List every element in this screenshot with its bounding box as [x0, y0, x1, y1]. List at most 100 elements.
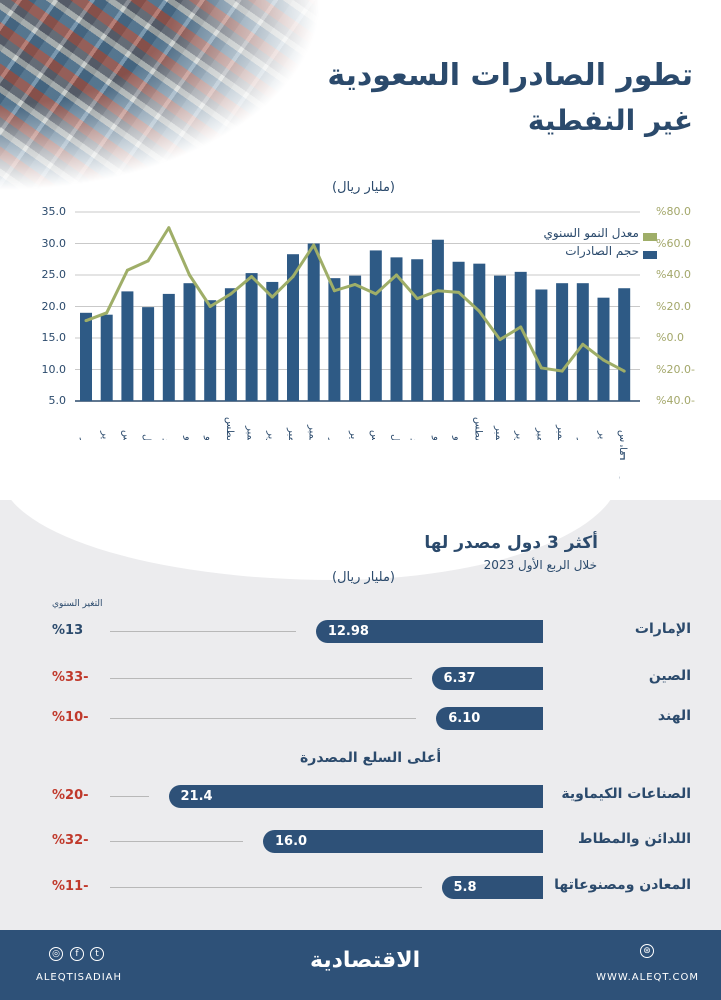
- bar: [349, 275, 362, 401]
- growth-point: [188, 273, 191, 277]
- growth-point: [622, 369, 626, 373]
- month-label: ديسمبر: [555, 405, 566, 455]
- category-label: اللدائن والمطاط: [578, 831, 691, 847]
- category-label: الهند: [657, 708, 691, 724]
- y-tick-left: 15.0: [41, 331, 67, 344]
- bar: [411, 259, 424, 401]
- growth-point: [229, 292, 233, 296]
- bar: [287, 254, 299, 401]
- growth-point: [395, 273, 398, 277]
- bar: [618, 288, 631, 401]
- chart-unit: (مليار ريال): [332, 180, 396, 195]
- y-tick-left: 35.0: [41, 205, 67, 218]
- countries-unit: (مليار ريال): [332, 570, 396, 585]
- change-value: %32-: [52, 833, 89, 848]
- page-subtitle: غير النفطية: [527, 104, 693, 137]
- growth-point: [270, 295, 274, 299]
- change-value: %20-: [52, 788, 89, 803]
- y-tick-left: 25.0: [41, 268, 67, 281]
- value-bar: 6.37: [431, 667, 543, 690]
- y-tick-left: 20.0: [41, 299, 67, 313]
- bar: [266, 281, 279, 401]
- instagram-icon[interactable]: ◎: [49, 947, 63, 961]
- bar: [597, 297, 610, 401]
- bar: [162, 293, 175, 401]
- bar: [121, 291, 134, 401]
- y-tick-right: %60.0: [656, 236, 691, 250]
- page-title: تطور الصادرات السعودية: [327, 58, 693, 93]
- growth-point: [291, 275, 295, 279]
- change-value: %11-: [52, 879, 89, 894]
- y-tick-right: %0.0: [656, 331, 684, 344]
- countries-title: أكثر 3 دول مصدر لها: [424, 533, 598, 553]
- category-label: الصناعات الكيماوية: [561, 786, 691, 802]
- leader-line: [110, 796, 149, 797]
- change-value: %13: [52, 623, 84, 638]
- bar: [473, 263, 486, 401]
- bar: [514, 271, 527, 401]
- y-tick-left: 10.0: [41, 362, 67, 376]
- globe-icon: ⊛: [640, 944, 654, 958]
- value-bar: 21.4: [168, 785, 543, 808]
- footer: ◎ f t ALEQTISADIAH الاقتصادية ⊛ WWW.ALEQ…: [0, 930, 721, 1000]
- growth-point: [167, 226, 171, 230]
- leader-line: [110, 887, 422, 888]
- bar: [576, 283, 589, 401]
- facebook-icon[interactable]: f: [70, 947, 84, 961]
- month-label: ديسمبر: [307, 405, 318, 455]
- growth-point: [415, 297, 419, 301]
- change-value: %33-: [52, 670, 89, 685]
- twitter-icon[interactable]: t: [90, 947, 104, 961]
- growth-point: [84, 319, 88, 323]
- category-label: الإمارات: [634, 621, 691, 637]
- bar: [224, 288, 237, 401]
- bar: [142, 307, 155, 401]
- legend-swatch-exports: [643, 251, 657, 259]
- leader-line: [110, 718, 417, 719]
- value-bar: 5.8: [441, 876, 543, 899]
- commodities-title: أعلى السلع المصدرة: [300, 750, 442, 766]
- bar: [328, 278, 341, 401]
- bar: [452, 261, 465, 401]
- bar: [245, 273, 258, 401]
- growth-point: [374, 292, 378, 296]
- growth-point: [560, 369, 564, 373]
- growth-point: [602, 358, 605, 362]
- exports-chart-svg: [75, 211, 640, 466]
- category-label: المعادن ومصنوعاتها: [554, 877, 691, 893]
- bar: [556, 283, 569, 401]
- legend-exports: حجم الصادرات: [565, 244, 639, 258]
- y-tick-left: 5.0: [48, 394, 67, 407]
- growth-point: [208, 305, 212, 308]
- bar: [183, 283, 196, 401]
- y-tick-left: 30.0: [41, 236, 67, 250]
- growth-point: [105, 311, 109, 315]
- legend-swatch-growth: [643, 233, 657, 241]
- value-bar: 16.0: [263, 830, 543, 853]
- change-value: %10-: [52, 710, 89, 725]
- growth-point: [539, 366, 543, 370]
- growth-point: [125, 268, 129, 272]
- bar: [307, 243, 320, 401]
- website-link[interactable]: WWW.ALEQT.COM: [596, 972, 699, 983]
- month-label: مارس: [617, 429, 629, 455]
- month-label: أغسطس: [223, 417, 235, 455]
- y-tick-right: %40.0-: [656, 394, 695, 407]
- logo: الاقتصادية: [310, 948, 421, 973]
- growth-point: [519, 325, 523, 329]
- growth-point: [332, 289, 336, 293]
- growth-point: [353, 282, 357, 286]
- growth-point: [477, 309, 481, 313]
- port-photo: [0, 0, 340, 200]
- leader-line: [110, 678, 412, 679]
- social-handle[interactable]: ALEQTISADIAH: [36, 972, 123, 983]
- growth-point: [250, 275, 254, 279]
- bar: [431, 239, 444, 401]
- countries-subtitle: خلال الربع الأول 2023: [483, 558, 597, 572]
- y-tick-right: %20.0: [656, 299, 691, 313]
- growth-point: [498, 338, 502, 342]
- growth-point: [581, 342, 585, 346]
- growth-point: [146, 259, 150, 263]
- value-bar: 12.98: [315, 620, 543, 643]
- growth-point: [312, 243, 316, 247]
